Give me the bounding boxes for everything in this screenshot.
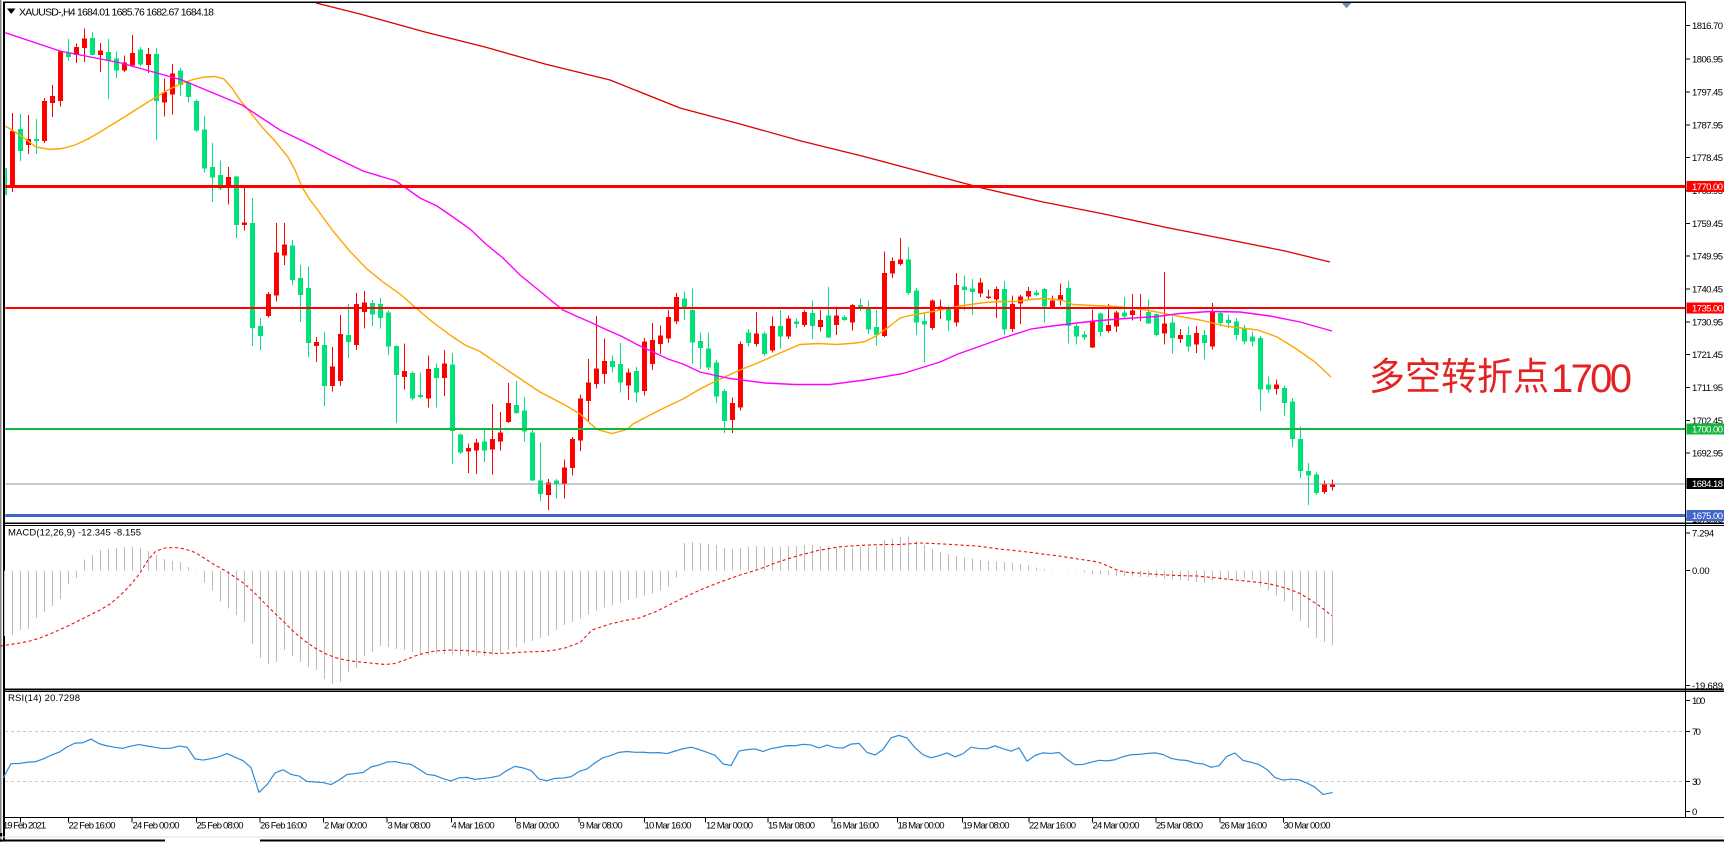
svg-text:1759.45: 1759.45 (1692, 219, 1723, 230)
svg-text:1816.70: 1816.70 (1692, 21, 1723, 32)
svg-text:10 Mar 16:00: 10 Mar 16:00 (645, 821, 692, 832)
svg-text:XAUUSD-,H4 1684.01 1685.76 16: XAUUSD-,H4 1684.01 1685.76 1682.67 1684.… (19, 7, 214, 19)
svg-text:RSI(14) 20.7298: RSI(14) 20.7298 (8, 693, 80, 704)
svg-text:24 Mar 00:00: 24 Mar 00:00 (1093, 821, 1140, 832)
svg-text:1806.95: 1806.95 (1692, 55, 1723, 66)
svg-text:25 Mar 08:00: 25 Mar 08:00 (1156, 821, 1203, 832)
svg-text:-19.689: -19.689 (1692, 681, 1723, 692)
svg-text:1721.45: 1721.45 (1692, 350, 1723, 361)
svg-text:1740.45: 1740.45 (1692, 285, 1723, 296)
svg-text:100: 100 (1692, 696, 1705, 707)
svg-text:9 Mar 08:00: 9 Mar 08:00 (580, 821, 623, 832)
svg-text:16 Mar 16:00: 16 Mar 16:00 (832, 821, 879, 832)
svg-text:0.00: 0.00 (1692, 566, 1710, 577)
svg-text:MACD(12,26,9) -12.345 -8.155: MACD(12,26,9) -12.345 -8.155 (8, 528, 141, 539)
svg-text:70: 70 (1692, 727, 1701, 738)
svg-text:0: 0 (1692, 807, 1697, 818)
svg-text:8 Mar 00:00: 8 Mar 00:00 (516, 821, 559, 832)
svg-text:1770.00: 1770.00 (1692, 182, 1723, 193)
svg-text:22 Mar 16:00: 22 Mar 16:00 (1029, 821, 1076, 832)
svg-text:24 Feb 00:00: 24 Feb 00:00 (133, 821, 180, 832)
svg-text:19 Mar 08:00: 19 Mar 08:00 (963, 821, 1010, 832)
svg-text:12 Mar 00:00: 12 Mar 00:00 (706, 821, 753, 832)
svg-text:1787.95: 1787.95 (1692, 121, 1723, 132)
svg-text:1692.95: 1692.95 (1692, 449, 1723, 460)
svg-text:4 Mar 16:00: 4 Mar 16:00 (452, 821, 495, 832)
svg-text:1730.95: 1730.95 (1692, 318, 1723, 329)
svg-text:26 Feb 16:00: 26 Feb 16:00 (260, 821, 307, 832)
svg-text:1711.95: 1711.95 (1692, 383, 1723, 394)
svg-text:30 Mar 00:00: 30 Mar 00:00 (1284, 821, 1331, 832)
svg-text:1700: 1700 (1551, 357, 1632, 401)
svg-text:1735.00: 1735.00 (1692, 304, 1723, 315)
svg-text:25 Feb 08:00: 25 Feb 08:00 (197, 821, 244, 832)
svg-text:1797.45: 1797.45 (1692, 88, 1723, 99)
svg-text:15 Mar 08:00: 15 Mar 08:00 (768, 821, 815, 832)
svg-text:26 Mar 16:00: 26 Mar 16:00 (1220, 821, 1267, 832)
svg-text:18 Mar 00:00: 18 Mar 00:00 (898, 821, 945, 832)
svg-text:1675.00: 1675.00 (1692, 511, 1723, 522)
svg-text:1749.95: 1749.95 (1692, 252, 1723, 263)
svg-text:1684.18: 1684.18 (1692, 479, 1723, 490)
svg-text:7.294: 7.294 (1692, 529, 1714, 540)
svg-text:30: 30 (1692, 777, 1701, 788)
svg-text:1778.45: 1778.45 (1692, 153, 1723, 164)
svg-text:19 Feb 2021: 19 Feb 2021 (3, 821, 46, 832)
svg-text:2 Mar 00:00: 2 Mar 00:00 (324, 821, 367, 832)
svg-text:22 Feb 16:00: 22 Feb 16:00 (69, 821, 116, 832)
svg-text:3 Mar 08:00: 3 Mar 08:00 (388, 821, 431, 832)
svg-text:1700.00: 1700.00 (1692, 425, 1723, 436)
